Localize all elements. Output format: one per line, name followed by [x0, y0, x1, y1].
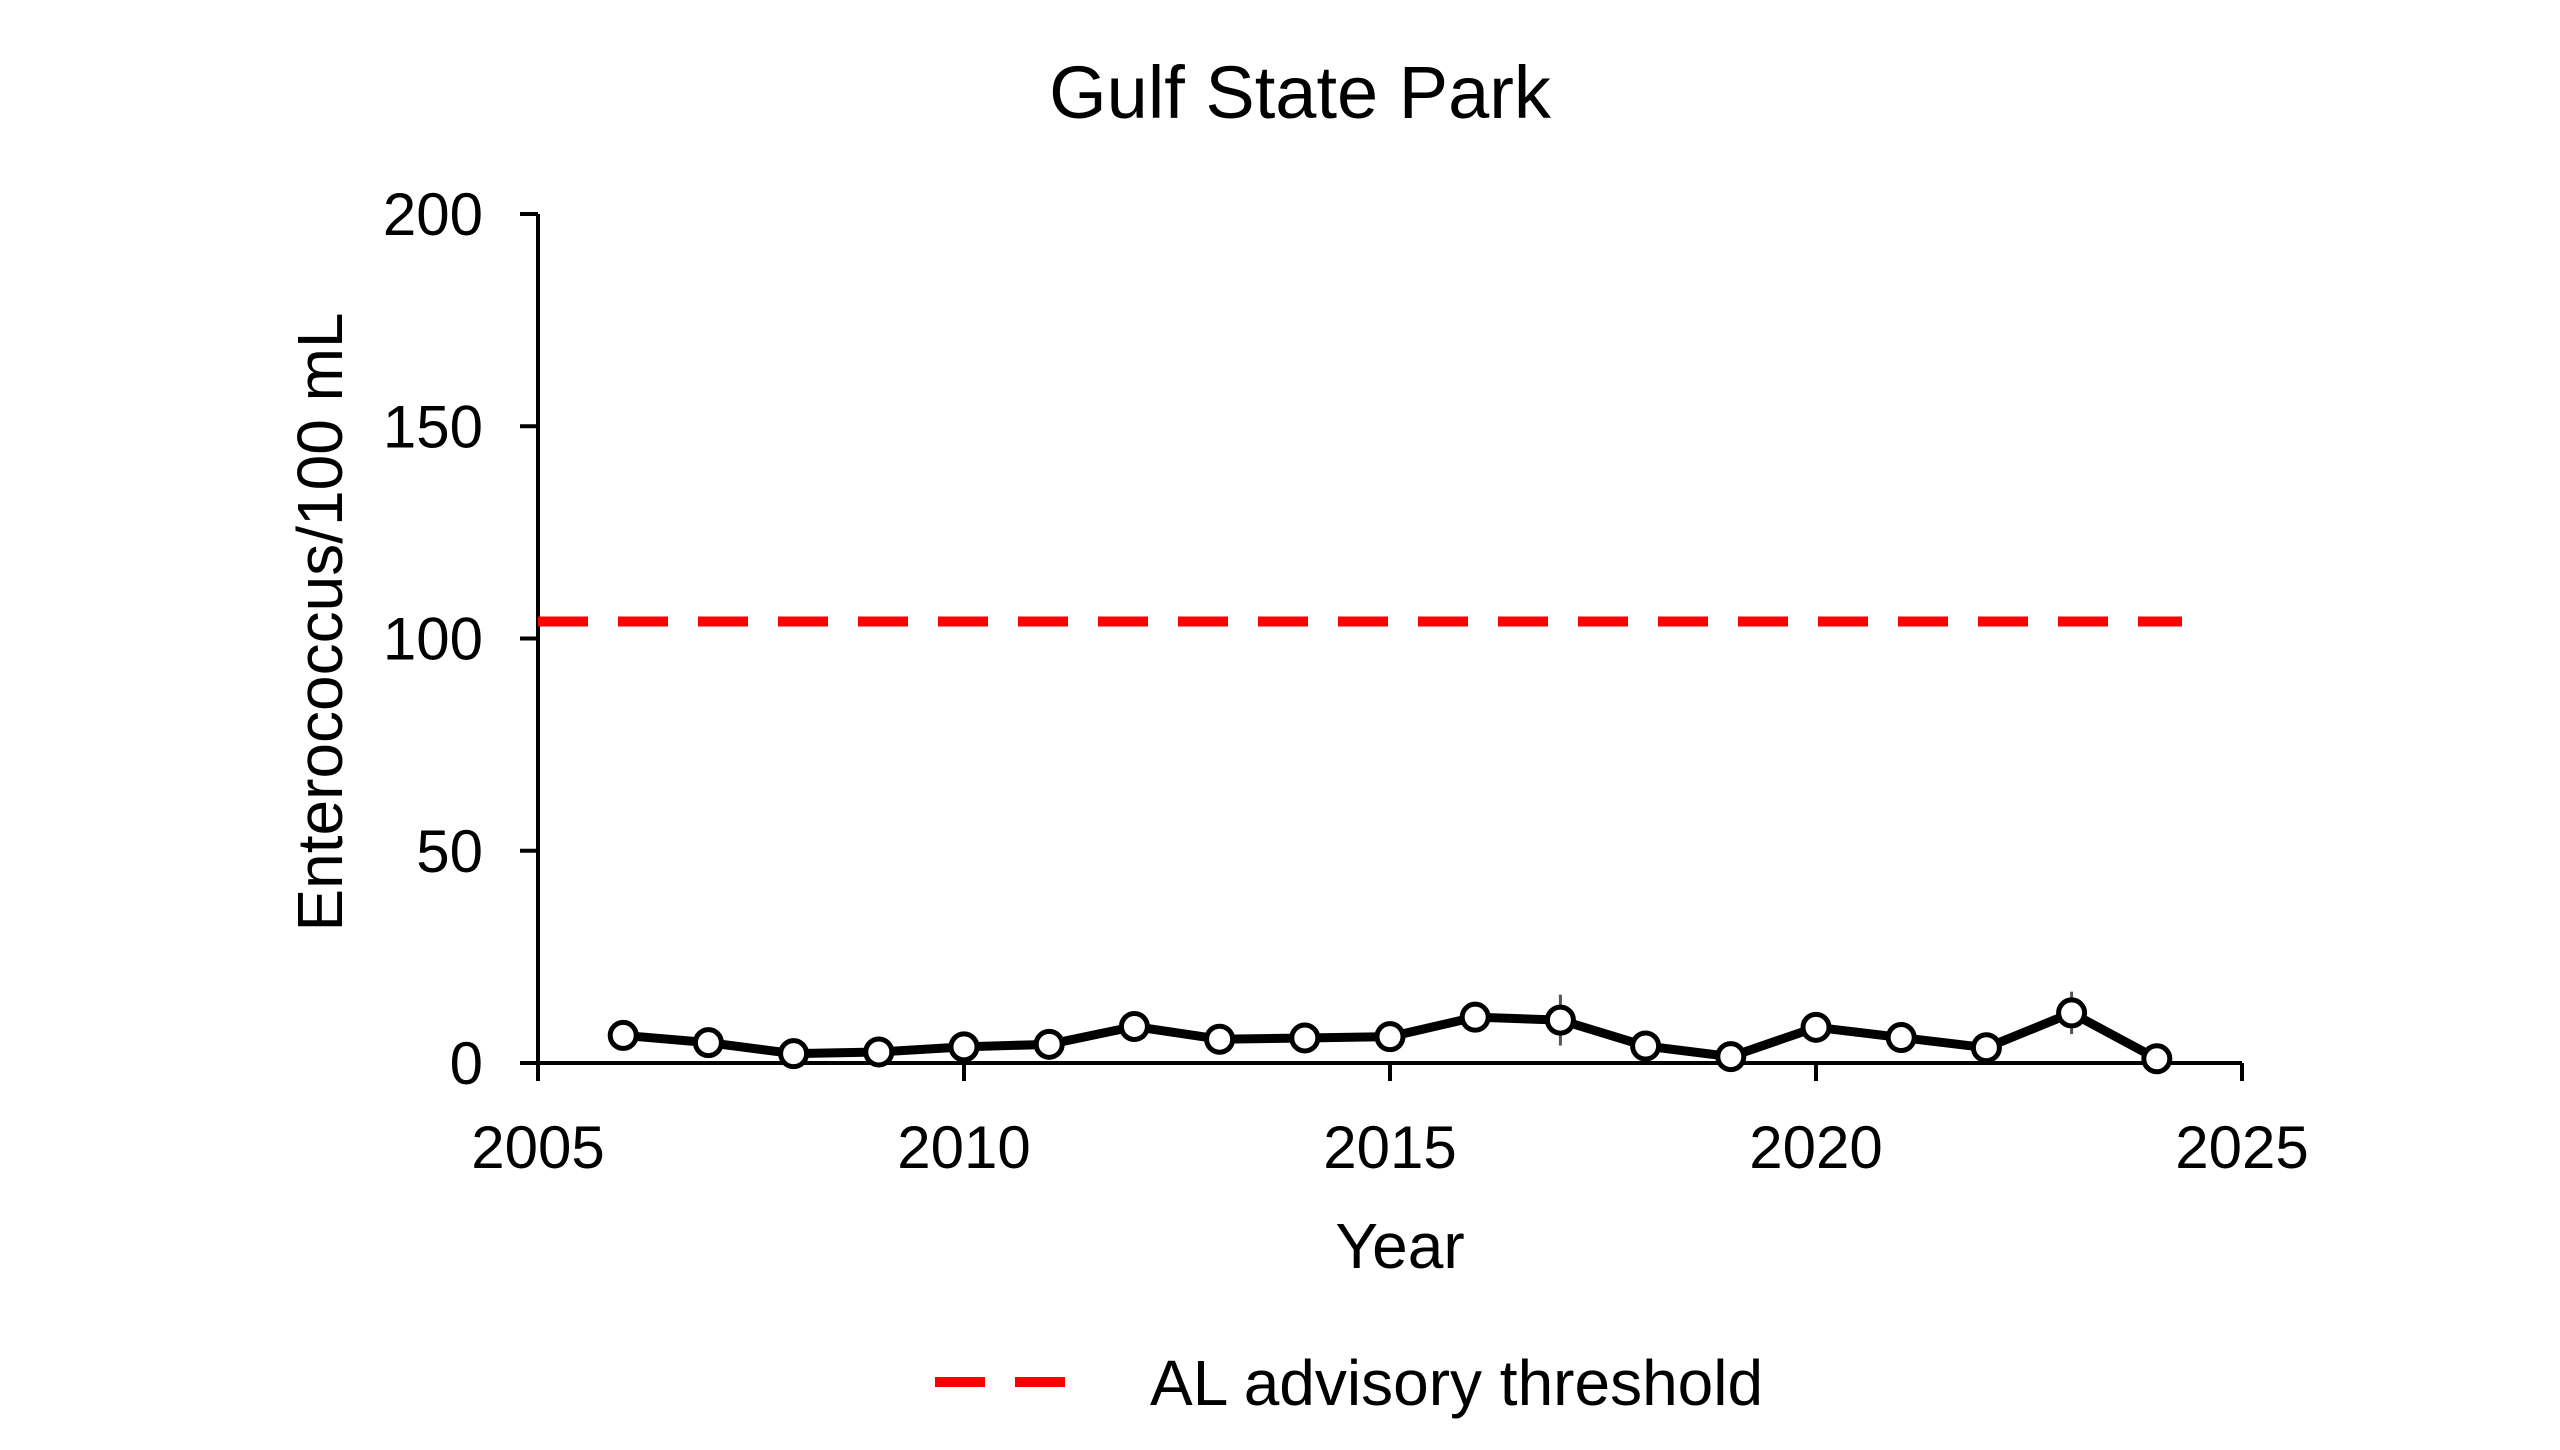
data-point: [1970, 1032, 2002, 1064]
data-point: [2141, 1043, 2173, 1075]
y-axis-title: Enterococcus/100 mL: [284, 313, 356, 932]
data-point: [1544, 1004, 1576, 1036]
data-point: [692, 1027, 724, 1059]
x-tick-label: 2005: [471, 1114, 604, 1181]
data-point: [778, 1038, 810, 1070]
data-point: [1289, 1022, 1321, 1054]
data-point: [1715, 1041, 1747, 1073]
y-tick-label: 200: [383, 181, 483, 248]
y-tick-label: 0: [450, 1030, 483, 1097]
data-point: [863, 1036, 895, 1068]
data-point: [1459, 1001, 1491, 1033]
x-tick-label: 2010: [897, 1114, 1030, 1181]
y-tick-label: 100: [383, 606, 483, 673]
data-point: [1204, 1023, 1236, 1055]
data-point: [1374, 1021, 1406, 1053]
plot-area: 0 50 100 150 200 2005 2010 2015 2020 2025: [383, 181, 2309, 1181]
x-tick-label: 2020: [1749, 1114, 1882, 1181]
data-point: [607, 1019, 639, 1051]
data-point: [1630, 1030, 1662, 1062]
data-point: [1885, 1022, 1917, 1054]
legend-label-threshold: AL advisory threshold: [1150, 1347, 1763, 1419]
x-axis-title: Year: [1335, 1210, 1464, 1282]
data-point: [2056, 997, 2088, 1029]
data-point: [1033, 1028, 1065, 1060]
chart-title: Gulf State Park: [1049, 51, 1552, 134]
y-tick-label: 150: [383, 393, 483, 460]
data-point: [1118, 1010, 1150, 1042]
data-point: [1800, 1011, 1832, 1043]
data-point: [948, 1031, 980, 1063]
legend: AL advisory threshold: [935, 1347, 1763, 1419]
x-tick-label: 2015: [1323, 1114, 1456, 1181]
x-tick-label: 2025: [2175, 1114, 2308, 1181]
y-tick-label: 50: [416, 818, 483, 885]
